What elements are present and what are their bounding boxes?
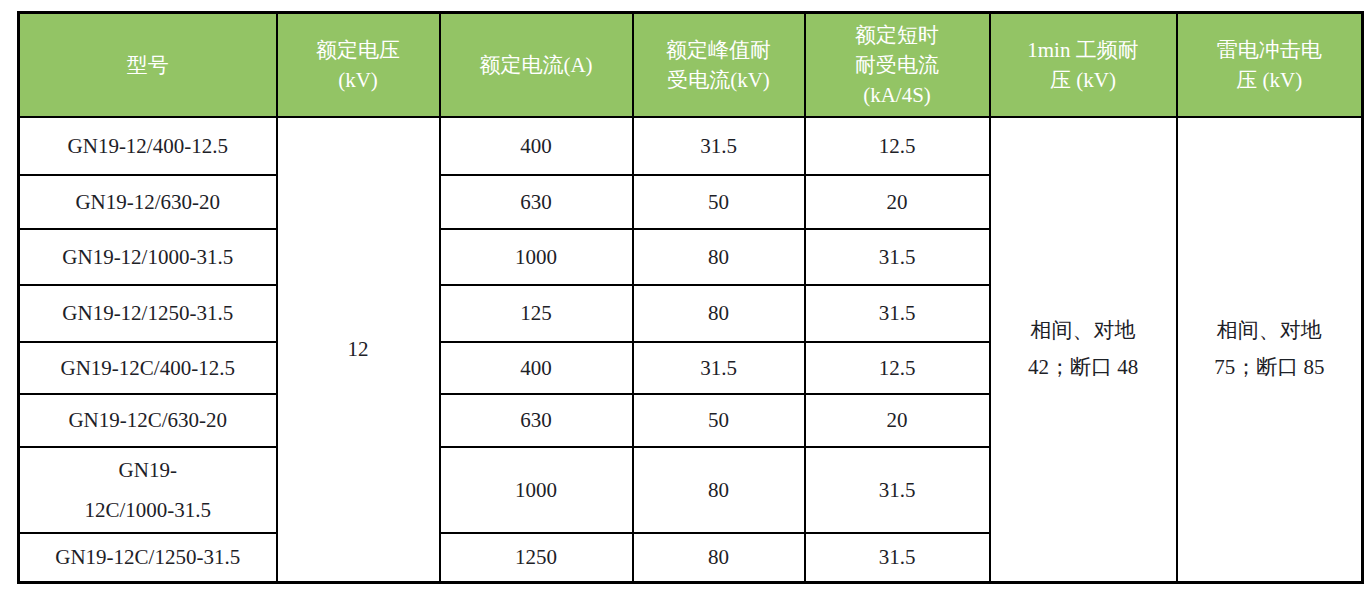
cell-rated-current: 400 bbox=[440, 117, 633, 175]
cell-model: GN19-12/1250-31.5 bbox=[19, 285, 277, 342]
header-short-time-withstand-current: 额定短时 耐受电流 (kA/4S) bbox=[805, 13, 990, 117]
cell-peak-withstand-current: 31.5 bbox=[633, 117, 805, 175]
cell-short-time-withstand-current: 12.5 bbox=[805, 117, 990, 175]
cell-peak-withstand-current: 50 bbox=[633, 394, 805, 447]
header-model: 型号 bbox=[19, 13, 277, 117]
cell-model: GN19- 12C/1000-31.5 bbox=[19, 447, 277, 533]
cell-short-time-withstand-current: 12.5 bbox=[805, 342, 990, 394]
cell-model: GN19-12C/400-12.5 bbox=[19, 342, 277, 394]
header-row: 型号 额定电压 (kV) 额定电流(A) 额定峰值耐 受电流(kV) 额定短时 … bbox=[19, 13, 1363, 117]
cell-peak-withstand-current: 80 bbox=[633, 229, 805, 285]
cell-rated-current: 400 bbox=[440, 342, 633, 394]
cell-rated-current: 125 bbox=[440, 285, 633, 342]
header-rated-voltage: 额定电压 (kV) bbox=[277, 13, 440, 117]
cell-model: GN19-12C/1250-31.5 bbox=[19, 533, 277, 583]
cell-peak-withstand-current: 50 bbox=[633, 175, 805, 229]
cell-model: GN19-12/630-20 bbox=[19, 175, 277, 229]
cell-short-time-withstand-current: 31.5 bbox=[805, 533, 990, 583]
header-rated-current: 额定电流(A) bbox=[440, 13, 633, 117]
header-lightning-impulse-voltage: 雷电冲击电 压 (kV) bbox=[1177, 13, 1363, 117]
header-peak-withstand-current: 额定峰值耐 受电流(kV) bbox=[633, 13, 805, 117]
cell-peak-withstand-current: 80 bbox=[633, 447, 805, 533]
header-power-frequency-withstand-voltage: 1min 工频耐 压 (kV) bbox=[990, 13, 1177, 117]
cell-rated-current: 1000 bbox=[440, 447, 633, 533]
cell-model: GN19-12/1000-31.5 bbox=[19, 229, 277, 285]
cell-model: GN19-12C/630-20 bbox=[19, 394, 277, 447]
cell-rated-current: 1000 bbox=[440, 229, 633, 285]
cell-rated-current: 630 bbox=[440, 175, 633, 229]
cell-peak-withstand-current: 80 bbox=[633, 533, 805, 583]
cell-short-time-withstand-current: 31.5 bbox=[805, 447, 990, 533]
cell-short-time-withstand-current: 20 bbox=[805, 394, 990, 447]
cell-rated-current: 630 bbox=[440, 394, 633, 447]
cell-short-time-withstand-current: 31.5 bbox=[805, 285, 990, 342]
spec-table: 型号 额定电压 (kV) 额定电流(A) 额定峰值耐 受电流(kV) 额定短时 … bbox=[17, 11, 1364, 584]
cell-short-time-withstand-current: 31.5 bbox=[805, 229, 990, 285]
cell-lightning-impulse-voltage: 相间、对地 75；断口 85 bbox=[1177, 117, 1363, 583]
cell-model: GN19-12/400-12.5 bbox=[19, 117, 277, 175]
cell-rated-voltage: 12 bbox=[277, 117, 440, 583]
table-row: GN19-12/400-12.5 12 400 31.5 12.5 相间、对地 … bbox=[19, 117, 1363, 175]
cell-short-time-withstand-current: 20 bbox=[805, 175, 990, 229]
cell-power-frequency-withstand-voltage: 相间、对地 42；断口 48 bbox=[990, 117, 1177, 583]
cell-peak-withstand-current: 80 bbox=[633, 285, 805, 342]
cell-peak-withstand-current: 31.5 bbox=[633, 342, 805, 394]
cell-rated-current: 1250 bbox=[440, 533, 633, 583]
page: 型号 额定电压 (kV) 额定电流(A) 额定峰值耐 受电流(kV) 额定短时 … bbox=[0, 0, 1366, 590]
